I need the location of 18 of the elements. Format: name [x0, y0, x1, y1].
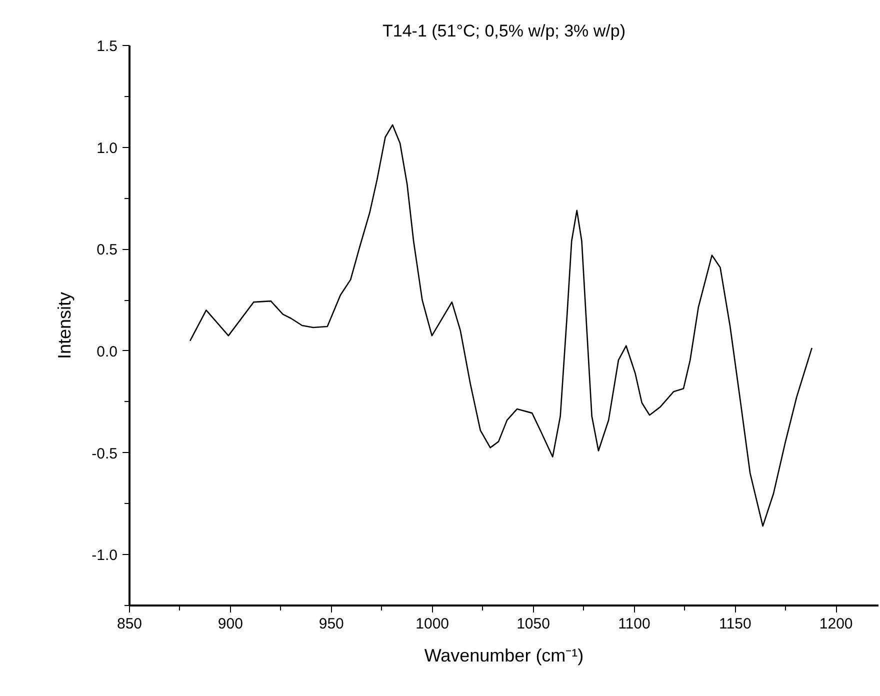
y-tick-label: 0.0: [96, 343, 118, 360]
x-tick-label: 1200: [819, 616, 853, 632]
y-tick-label: 0.5: [96, 242, 118, 259]
x-tick-label: 1000: [416, 616, 450, 632]
x-tick-label: 900: [218, 616, 243, 632]
x-tick-label: 1050: [516, 616, 550, 632]
x-tick-label: 850: [116, 616, 142, 632]
x-tick-label: 1150: [719, 616, 752, 632]
chart-title: T14-1 (51°C; 0,5% w/p; 3% w/p): [382, 22, 626, 40]
y-tick-label: 1.5: [96, 38, 118, 55]
x-tick-label: 950: [318, 616, 344, 632]
x-axis-title: Wavenumber (cm⁻¹): [424, 646, 584, 666]
line-series: [189, 124, 813, 527]
x-tick-label: 1100: [618, 616, 650, 632]
y-tick-label: -0.5: [92, 445, 118, 462]
y-tick-label: -1.0: [92, 547, 118, 564]
y-axis-title: Intensity: [54, 292, 75, 360]
y-tick-label: 1.0: [96, 140, 118, 157]
